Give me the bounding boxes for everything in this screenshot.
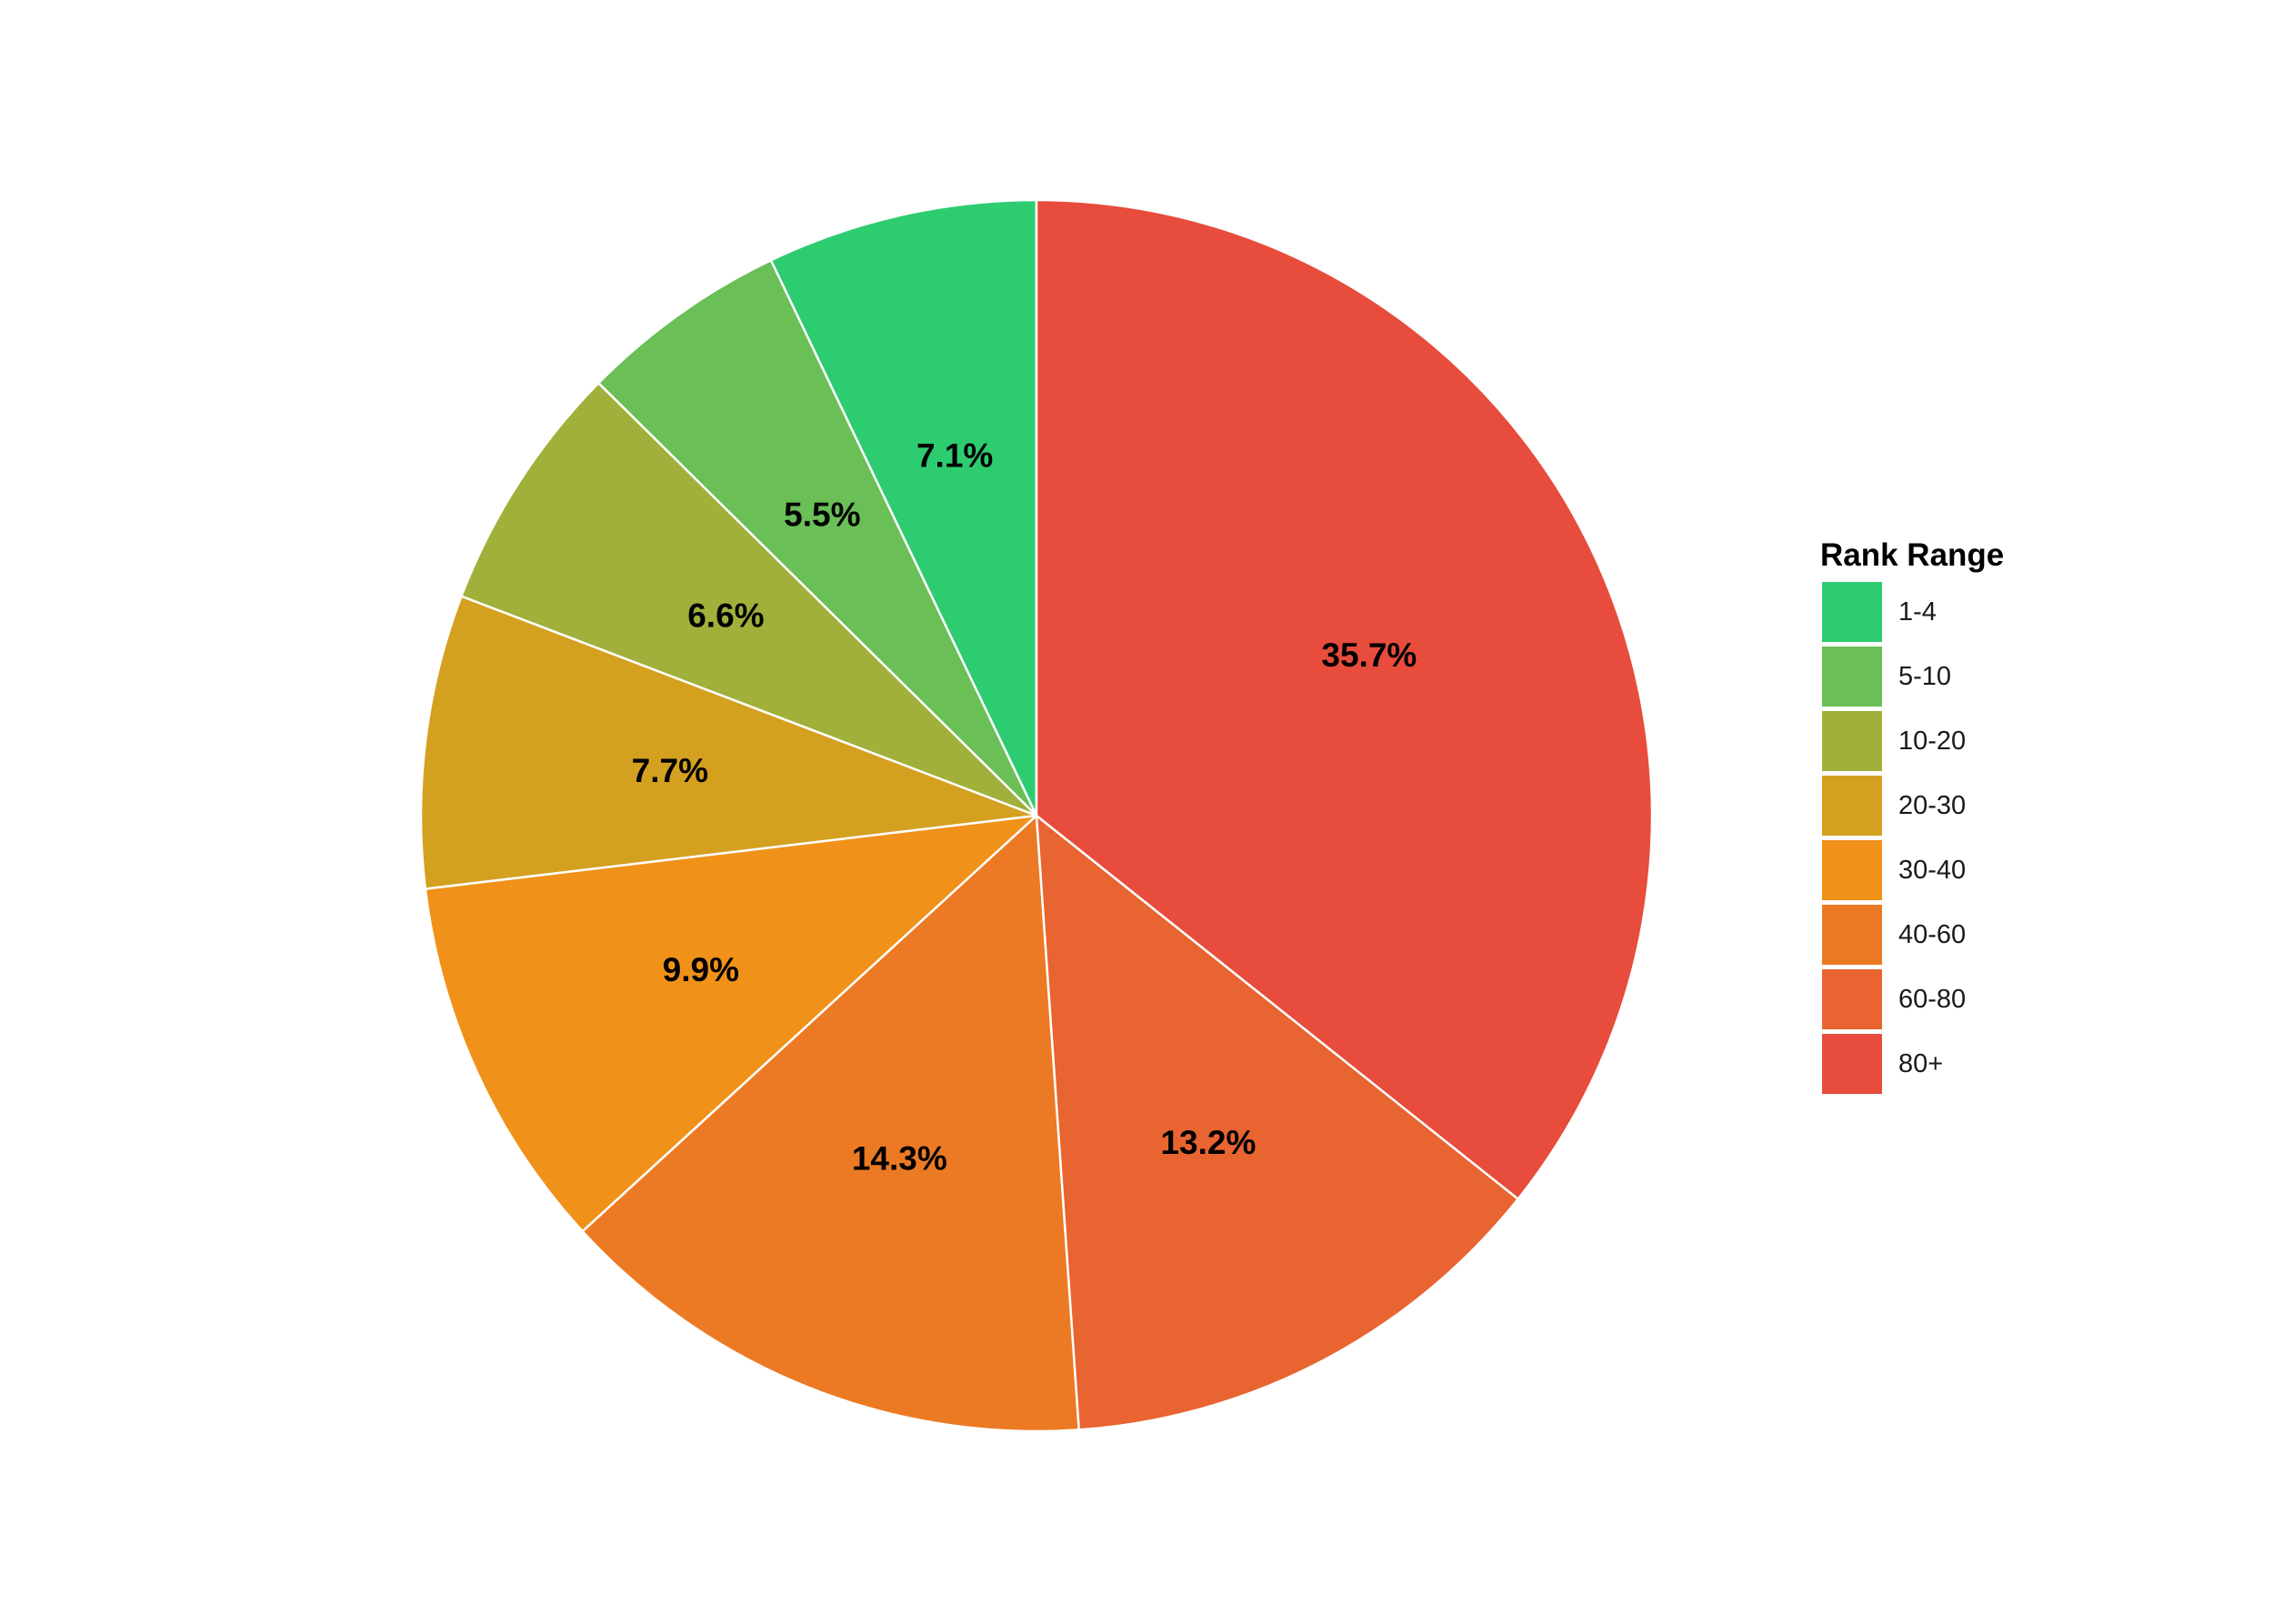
legend-swatch-30-40 [1822,840,1882,900]
legend-swatch-20-30 [1822,776,1882,836]
legend-label-10-20: 10-20 [1898,727,1966,756]
legend-items: 1-4 5-10 10-20 20-30 30-40 40-60 60-80 80+ [1822,582,1966,1094]
pie-slice-20-30 [419,595,1037,891]
slice-percent-label: 6.6% [687,597,764,635]
legend-label-1-4: 1-4 [1898,597,1937,627]
slice-percent-label: 5.5% [784,496,860,534]
legend-label-40-60: 40-60 [1898,920,1966,949]
slice-percent-label: 7.1% [916,436,993,474]
legend-swatch-40-60 [1822,905,1882,965]
slice-percent-label: 9.9% [663,951,739,988]
legend-label-80+: 80+ [1898,1049,1943,1078]
legend-swatch-80+ [1822,1034,1882,1094]
pie-slice-5-10 [596,258,1038,817]
legend-title: Rank Range [1820,537,2004,573]
legend: Rank Range 1-4 5-10 10-20 20-30 30-40 40-60 60… [1820,537,2004,1094]
pie-slices [419,198,1654,1433]
legend-label-60-80: 60-80 [1898,985,1966,1014]
slice-percent-label: 7.7% [632,752,708,789]
legend-swatch-1-4 [1822,582,1882,642]
legend-label-20-30: 20-30 [1898,791,1966,820]
slice-percent-label: 14.3% [852,1140,947,1178]
legend-label-5-10: 5-10 [1898,662,1951,691]
pie-slice-30-40 [424,814,1040,1233]
pie-slice-60-80 [1035,813,1520,1431]
slice-percent-label: 35.7% [1321,637,1417,674]
pie-slice-1-4 [769,198,1038,817]
slice-percent-label: 13.2% [1160,1124,1256,1161]
legend-swatch-60-80 [1822,969,1882,1029]
pie-slice-10-20 [459,381,1037,817]
pie-slice-40-60 [580,813,1081,1433]
pie-slice-80+ [1035,198,1654,1201]
legend-label-30-40: 30-40 [1898,856,1966,885]
legend-swatch-5-10 [1822,647,1882,707]
pie-slice-labels: 7.1% 5.5% 6.6% 7.7% 9.9% 14.3% 13.2% 35.7% [632,436,1417,1177]
legend-swatch-10-20 [1822,711,1882,771]
